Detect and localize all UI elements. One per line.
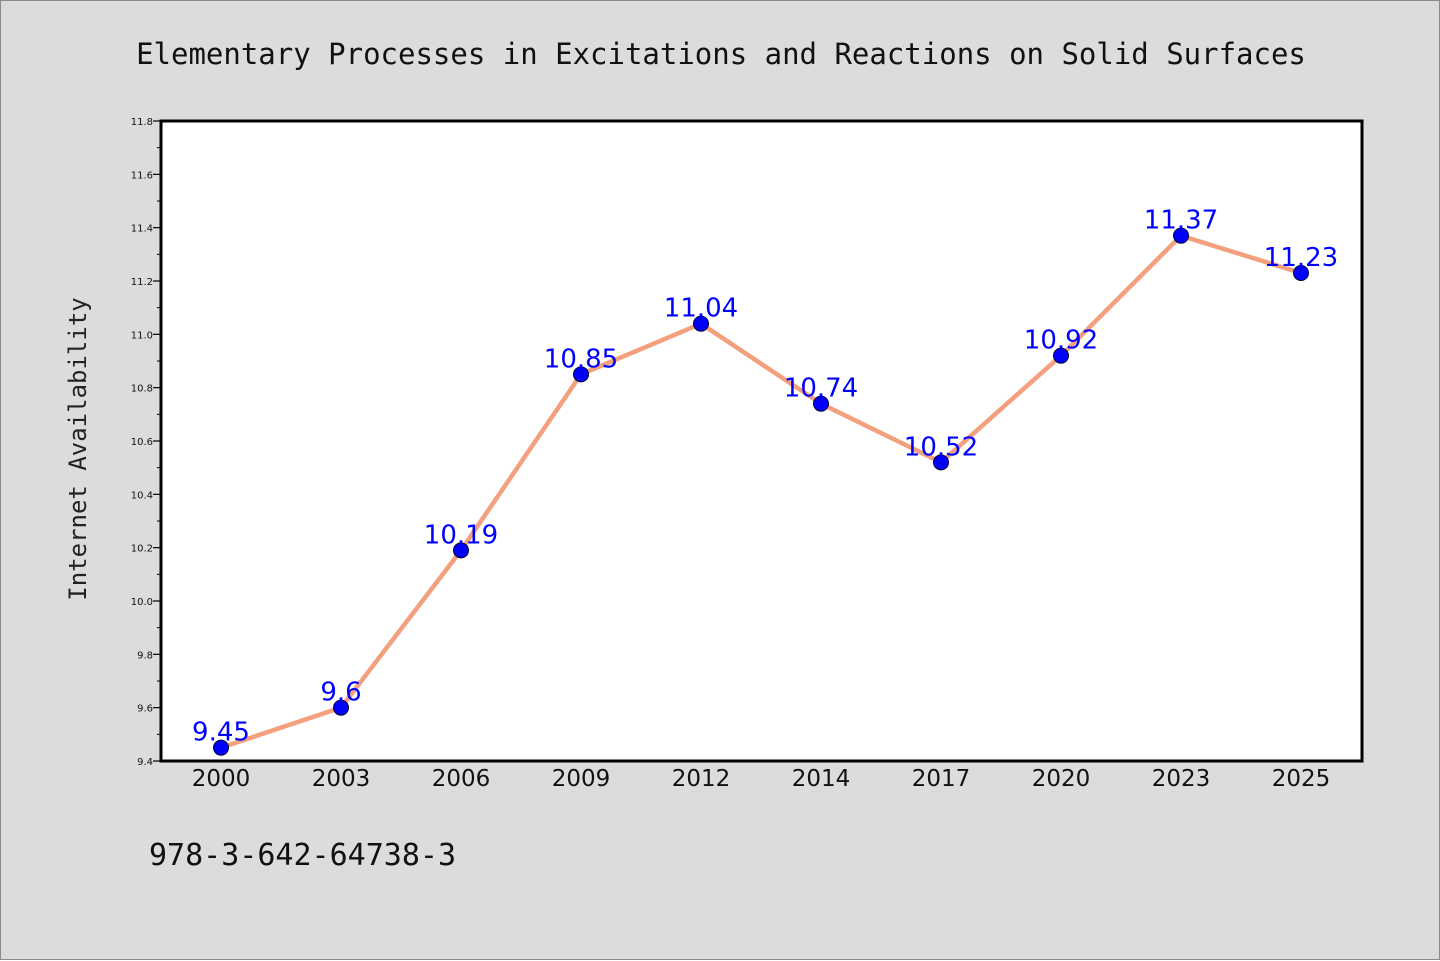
y-tick-label: 11.0	[131, 330, 153, 341]
y-axis: 9.4 9.6 9.8 10.0 10.2 10.4 10.6 10.8 11.0 11.2 11.…	[131, 117, 161, 768]
data-point	[573, 366, 589, 383]
x-tick-label: 2000	[192, 766, 251, 792]
data-value-label: 10.19	[424, 520, 498, 550]
x-tick-label: 2009	[552, 766, 611, 792]
y-tick-label: 10.2	[131, 544, 153, 555]
chart-title: Elementary Processes in Excitations and …	[136, 37, 1306, 71]
data-labels: 9.45 9.6 10.19 10.85 11.04 10.74 10.52 10.92 11.…	[192, 206, 1338, 748]
y-tick-label: 9.6	[137, 704, 153, 715]
data-value-label: 10.52	[904, 432, 978, 462]
plot-area	[159, 119, 1364, 763]
x-axis: 2000 2003 2006 2009 2012 2014 2017 2020 2023 2025	[192, 766, 1331, 792]
y-tick-label: 11.2	[131, 277, 153, 288]
series-line	[218, 233, 1304, 750]
data-point	[453, 542, 469, 559]
y-tick-label: 10.0	[131, 597, 153, 608]
x-tick-label: 2017	[912, 766, 971, 792]
data-value-label: 9.45	[192, 718, 250, 748]
data-point	[693, 315, 709, 332]
x-tick-label: 2025	[1272, 766, 1331, 792]
data-value-label: 11.37	[1144, 206, 1218, 236]
data-value-label: 11.04	[664, 294, 738, 324]
y-tick-label: 10.4	[131, 490, 153, 501]
data-value-label: 10.74	[784, 374, 858, 404]
isbn-caption: 978-3-642-64738-3	[149, 838, 456, 873]
data-value-label: 10.92	[1024, 326, 1098, 356]
data-point	[213, 739, 229, 756]
y-tick-label: 11.6	[131, 170, 153, 181]
data-value-label: 10.85	[544, 344, 618, 374]
data-point	[1173, 227, 1189, 244]
data-value-label: 11.23	[1264, 243, 1338, 273]
data-point	[933, 454, 949, 471]
y-tick-label: 9.4	[137, 757, 153, 768]
x-tick-label: 2014	[792, 766, 851, 792]
y-tick-label: 11.4	[131, 224, 153, 235]
x-tick-label: 2020	[1032, 766, 1091, 792]
y-axis-label: Internet Availability	[64, 297, 92, 600]
series-points	[213, 227, 1309, 756]
y-tick-label: 10.8	[131, 384, 153, 395]
x-tick-label: 2012	[672, 766, 731, 792]
x-tick-label: 2003	[312, 766, 371, 792]
x-tick-label: 2023	[1152, 766, 1211, 792]
y-tick-label: 10.6	[131, 437, 153, 448]
data-point	[813, 395, 829, 412]
y-tick-label: 11.8	[131, 117, 153, 128]
data-point	[333, 699, 349, 716]
y-tick-label: 9.8	[137, 650, 153, 661]
data-point	[1293, 265, 1309, 281]
series-polyline	[218, 233, 1304, 750]
data-value-label: 9.6	[320, 678, 361, 708]
data-point	[1053, 347, 1069, 364]
x-tick-label: 2006	[432, 766, 491, 792]
